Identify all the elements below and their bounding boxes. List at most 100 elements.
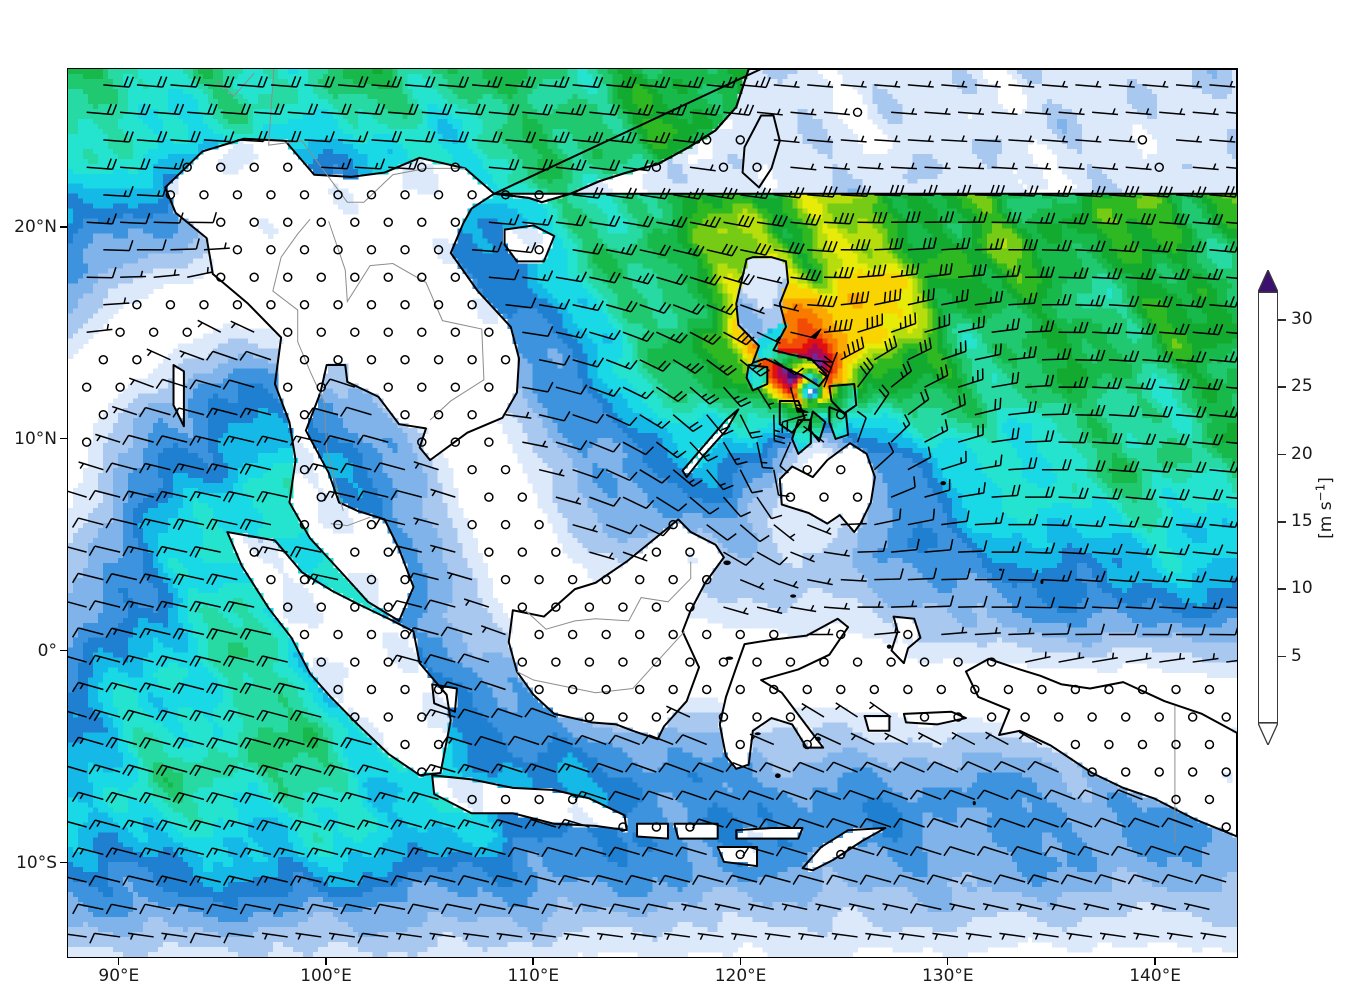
wind-barb xyxy=(1175,571,1207,583)
wind-barb xyxy=(965,932,992,940)
wind-barb xyxy=(903,629,913,640)
wind-barb xyxy=(480,625,506,636)
wind-barb xyxy=(1184,902,1210,911)
wind-barb xyxy=(926,874,959,885)
wind-barb xyxy=(689,496,720,515)
wind-barb xyxy=(572,131,604,144)
wind-barb xyxy=(467,190,477,200)
wind-barb xyxy=(534,519,544,530)
wind-barb xyxy=(1175,135,1202,143)
wind-barb xyxy=(1008,400,1037,416)
wind-barb xyxy=(574,734,607,746)
wind-barb xyxy=(859,874,892,885)
wind-barb xyxy=(206,737,238,749)
wind-barb xyxy=(350,602,360,612)
wind-barb xyxy=(122,875,154,886)
wind-barb xyxy=(625,874,657,886)
wind-barb xyxy=(919,712,930,722)
wind-barb xyxy=(138,682,171,693)
wind-barb xyxy=(1161,873,1193,885)
wind-barb xyxy=(1025,320,1055,333)
wind-barb xyxy=(122,819,154,830)
wind-barb xyxy=(1137,739,1148,750)
wind-barb xyxy=(1075,349,1106,362)
wind-barb xyxy=(639,244,672,257)
wind-barb xyxy=(825,818,858,829)
wind-barb xyxy=(1025,651,1051,663)
wind-barb xyxy=(1175,296,1207,308)
wind-barb xyxy=(155,490,188,502)
wind-barb xyxy=(86,158,118,171)
wind-barb xyxy=(1175,351,1207,363)
wind-barb xyxy=(807,294,838,308)
wind-barb xyxy=(1171,739,1181,750)
wind-barb xyxy=(974,135,1001,143)
longitude-tick-mark xyxy=(1154,958,1156,965)
wind-barb xyxy=(742,846,775,857)
wind-barb xyxy=(407,627,439,638)
wind-barb xyxy=(859,818,892,829)
wind-barb xyxy=(1025,212,1056,225)
wind-barb xyxy=(718,657,729,667)
wind-barb xyxy=(706,414,734,436)
wind-barb xyxy=(256,819,288,832)
wind-barb xyxy=(1142,516,1174,528)
wind-barb xyxy=(926,817,959,828)
wind-barb xyxy=(957,315,986,333)
wind-barb xyxy=(752,712,762,722)
wind-barb xyxy=(985,731,1009,746)
wind-barb xyxy=(68,821,87,828)
wind-barb xyxy=(522,270,554,282)
wind-barb xyxy=(289,875,322,886)
wind-barb xyxy=(840,517,867,526)
wind-barb xyxy=(340,847,372,858)
wind-barb xyxy=(874,135,901,143)
wind-barb xyxy=(1142,461,1174,473)
wind-barb xyxy=(467,464,477,475)
wind-barb xyxy=(282,327,293,337)
wind-barb xyxy=(555,271,587,283)
wind-barb xyxy=(874,288,902,306)
wind-barb xyxy=(390,545,422,556)
wind-speed-fill xyxy=(68,69,1237,957)
wind-barb xyxy=(909,846,942,857)
wind-barb xyxy=(1016,902,1043,911)
wind-barb xyxy=(1125,544,1157,556)
wind-barb xyxy=(373,903,406,915)
wind-barb xyxy=(689,273,722,286)
wind-barb xyxy=(103,239,134,252)
wind-barb xyxy=(153,269,180,278)
wind-barb xyxy=(826,761,858,773)
wind-barb xyxy=(759,874,791,886)
wind-barb xyxy=(601,684,611,695)
wind-barb xyxy=(1159,488,1190,501)
wind-barb xyxy=(1037,684,1047,695)
latitude-axis: 20°N 10°N 0° 10°S xyxy=(0,0,67,1002)
wind-barb xyxy=(890,263,920,278)
wind-barb xyxy=(924,595,955,608)
wind-barb xyxy=(282,217,293,227)
wind-barb xyxy=(316,327,327,337)
wind-barb xyxy=(1094,817,1126,828)
wind-barb xyxy=(170,130,201,143)
wind-barb xyxy=(249,217,259,227)
wind-barb xyxy=(373,791,406,803)
wind-barb xyxy=(1192,488,1224,501)
wind-barb xyxy=(991,211,1022,224)
wind-barb xyxy=(1209,296,1237,308)
wind-barb xyxy=(433,190,444,200)
wind-barb xyxy=(706,243,739,257)
wind-barb xyxy=(622,330,655,342)
wind-barb xyxy=(1027,817,1059,828)
wind-barb xyxy=(1192,653,1219,663)
wind-barb xyxy=(256,764,288,777)
wind-barb xyxy=(490,818,523,830)
wind-barb xyxy=(605,469,638,482)
wind-barb xyxy=(282,162,293,173)
wind-barb xyxy=(639,359,671,372)
wind-barb xyxy=(541,846,573,858)
wind-barb xyxy=(215,272,226,282)
wind-barb xyxy=(563,932,590,941)
wind-barb xyxy=(153,158,185,170)
wind-barb xyxy=(759,761,791,773)
